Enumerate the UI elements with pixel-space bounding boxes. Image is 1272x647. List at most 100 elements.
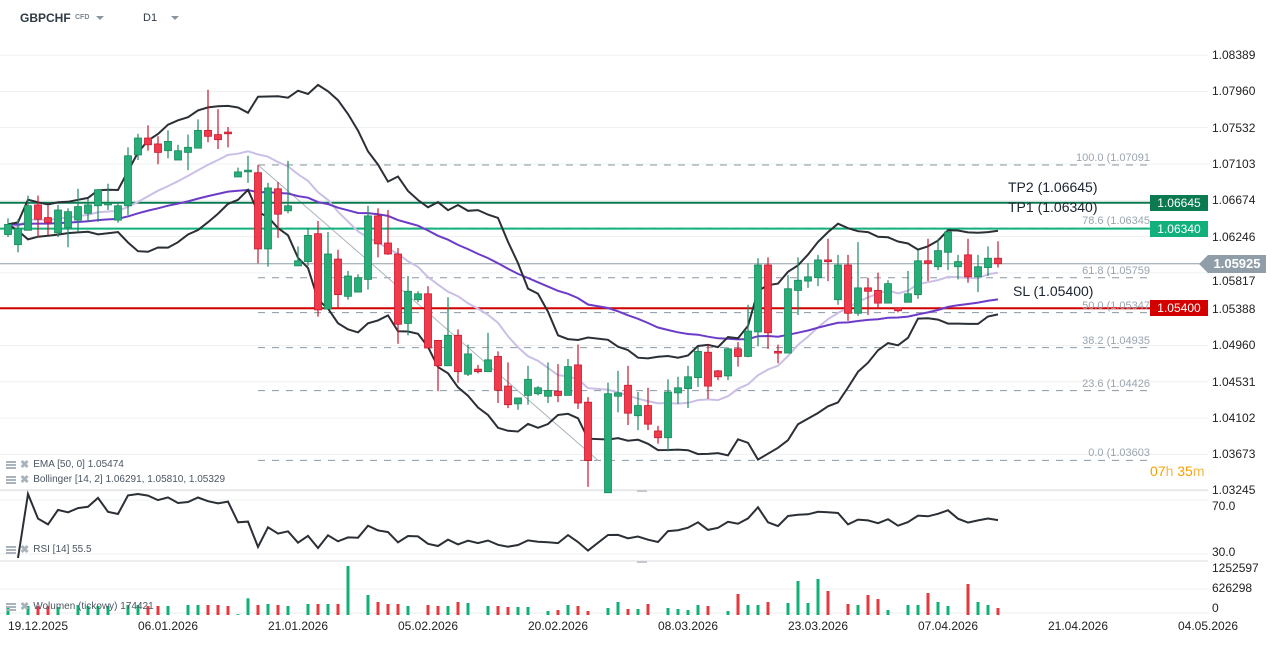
candle-body <box>194 129 202 149</box>
candle <box>454 329 462 383</box>
close-icon[interactable]: ✖ <box>20 544 30 556</box>
volume-bar <box>286 605 290 615</box>
price-tick-label: 1.04960 <box>1212 338 1256 353</box>
volume-bar <box>186 604 190 615</box>
instrument-type: CFD <box>75 14 90 21</box>
bollinger-legend[interactable]: ✖ Bollinger [14, 2] 1.06291, 1.05810, 1.… <box>6 474 225 486</box>
menu-icon[interactable] <box>6 461 16 469</box>
volume-legend[interactable]: ✖ Wolumen (tickowy) 174421 <box>6 601 154 613</box>
close-icon[interactable]: ✖ <box>20 474 30 486</box>
candle <box>84 198 92 222</box>
tp2-price-badge: 1.06645 <box>1150 194 1208 211</box>
candle-body <box>44 217 52 224</box>
volume-bar <box>126 604 130 615</box>
candle <box>934 238 942 271</box>
volume-bar <box>706 605 710 615</box>
candle-body <box>524 378 532 396</box>
candle-body <box>344 275 352 297</box>
candle <box>14 219 22 253</box>
candle <box>734 342 742 367</box>
candle-body <box>154 143 162 153</box>
candle <box>684 365 692 409</box>
candle <box>304 227 312 266</box>
level-lines[interactable] <box>0 201 1208 310</box>
menu-icon[interactable] <box>6 603 16 611</box>
candle-body <box>654 430 662 439</box>
candle-body <box>904 293 912 303</box>
candle <box>974 254 982 293</box>
candle-body <box>94 189 102 207</box>
candle <box>694 347 702 387</box>
volume-bar <box>156 605 160 615</box>
price-tick-label: 1.07103 <box>1212 157 1256 171</box>
close-icon[interactable]: ✖ <box>20 601 30 613</box>
candle <box>804 263 812 288</box>
candle-body <box>74 206 82 221</box>
symbol-dropdown-icon[interactable] <box>96 16 104 20</box>
price-tick-label: 1.07532 <box>1212 120 1256 135</box>
volume-bar <box>696 604 700 615</box>
candle <box>334 249 342 308</box>
close-icon[interactable]: ✖ <box>20 459 30 471</box>
candle-body <box>4 223 12 235</box>
ema-legend[interactable]: ✖ EMA [50, 0] 1.05474 <box>6 459 124 471</box>
candle <box>4 218 12 238</box>
candle <box>544 362 552 404</box>
candle-body <box>124 155 132 207</box>
menu-icon[interactable] <box>6 476 16 484</box>
volume-bar <box>86 605 90 615</box>
volume-bar <box>996 607 1000 615</box>
candle <box>494 351 502 404</box>
volume-bar <box>96 605 100 615</box>
candle-body <box>24 205 32 231</box>
volume-bar <box>526 606 530 615</box>
volume-legend-label: Wolumen (tickowy) 174421 <box>33 601 154 612</box>
bollinger-upper-line <box>7 83 999 360</box>
timeframe-dropdown-icon[interactable] <box>171 16 179 20</box>
volume-bar <box>856 604 860 615</box>
rsi-legend[interactable]: ✖ RSI [14] 55.5 <box>6 544 92 556</box>
candle <box>954 254 962 280</box>
volume-bar <box>936 602 940 615</box>
grid-lines <box>0 54 1208 590</box>
panel-resize-handle[interactable] <box>637 490 647 492</box>
volume-bar <box>746 604 750 615</box>
price-tick-label: 1.03245 <box>1212 483 1256 497</box>
candle-body <box>334 258 342 296</box>
candle <box>254 165 262 264</box>
volume-bar <box>56 606 60 615</box>
candle-body <box>854 287 862 314</box>
price-tick-label: 1.07960 <box>1212 84 1256 99</box>
volume-bar <box>916 604 920 615</box>
candle-body <box>454 334 462 373</box>
candle-body <box>644 405 652 425</box>
candle-body <box>464 353 472 375</box>
candle <box>524 365 532 405</box>
price-tick-label: 1.05388 <box>1212 302 1256 317</box>
volume-bar <box>676 608 680 615</box>
candle-body <box>984 257 992 268</box>
volume-bar <box>486 605 490 615</box>
volume-bar <box>566 604 570 615</box>
volume-bar <box>316 603 320 615</box>
candle-body <box>694 350 702 379</box>
candle <box>994 241 1002 268</box>
volume-bar <box>76 604 80 615</box>
volume-panel <box>6 566 1000 615</box>
candle-body <box>404 290 412 324</box>
timeframe-selector[interactable]: D1 <box>143 12 158 24</box>
menu-icon[interactable] <box>6 546 16 554</box>
candle-countdown: 07h 35m <box>1150 463 1205 479</box>
candle <box>104 183 112 210</box>
candle-body <box>964 254 972 278</box>
candle <box>754 258 762 347</box>
panel-resize-handle[interactable] <box>637 561 647 563</box>
candle <box>374 208 382 258</box>
candle <box>354 274 362 293</box>
candle <box>394 248 402 344</box>
volume-bar <box>456 602 460 615</box>
candle-body <box>944 231 952 253</box>
symbol-selector[interactable]: GBPCHF <box>20 11 71 25</box>
volume-bar <box>666 607 670 615</box>
